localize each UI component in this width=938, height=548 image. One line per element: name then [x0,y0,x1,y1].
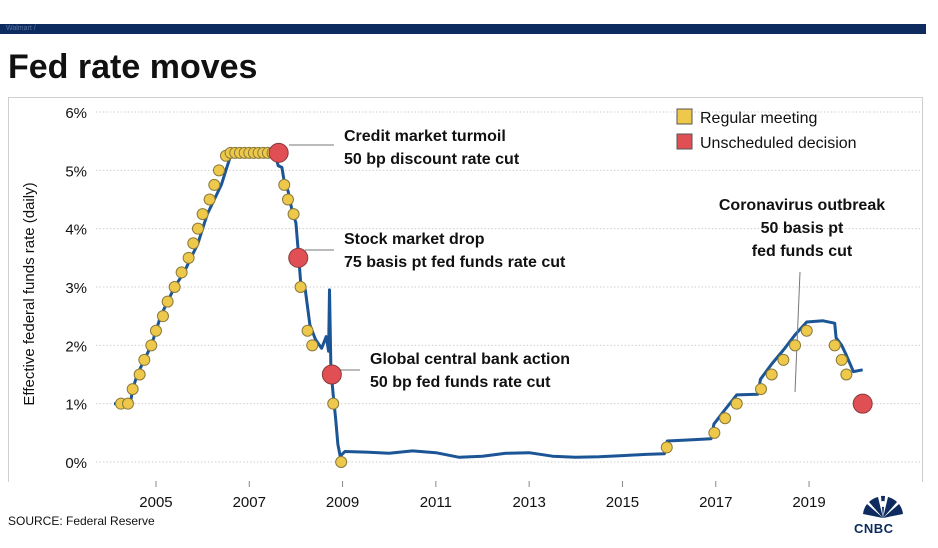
header-bar: Walmart / [0,24,926,34]
annotation-layer: Credit market turmoil 50 bp discount rate… [289,128,885,393]
legend: Regular meeting Unscheduled decision [676,108,857,152]
y-tick-label: 6% [65,105,87,122]
legend-swatch-unscheduled [676,133,693,150]
regular-meeting-point [719,412,732,425]
x-tick-label: 2009 [326,494,359,511]
regular-meeting-point [789,339,802,352]
regular-meeting-point [133,368,146,381]
annotation-text: 75 basis pt fed funds rate cut [344,254,566,271]
legend-label-unscheduled: Unscheduled decision [700,135,857,152]
regular-meeting-point [168,281,181,293]
regular-meeting-point [327,397,340,410]
y-tick-label: 4% [65,222,87,239]
regular-meeting-point [212,164,225,177]
x-tick-label: 2007 [233,494,266,511]
y-axis-title: Effective federal funds rate (daily) [21,182,38,405]
regular-meeting-point [835,353,848,366]
regular-meeting-point [335,456,348,468]
regular-meeting-point [145,339,158,352]
axis-layer: 0% 1% 2% 3% 4% 5% 6% 2005 2007 2009 2011 2013 2015 20… [21,105,826,511]
unscheduled-decision-point [288,247,309,268]
regular-meeting-point [306,339,319,352]
regular-meeting-point [196,208,209,221]
point-layer [114,142,873,468]
regular-meeting-point [121,397,134,410]
annotation-text: 50 bp fed funds rate cut [370,374,551,391]
chart-frame [8,97,923,482]
regular-meeting-point [126,383,139,396]
annotation-text: 50 bp discount rate cut [344,151,520,168]
regular-meeting-point [281,193,294,206]
page-title: Fed rate moves [8,48,258,86]
regular-meeting-point [708,426,721,439]
regular-meeting-point [828,339,841,352]
regular-meeting-point [203,193,216,206]
annotation-text: Credit market turmoil [344,128,506,145]
source-note: SOURCE: Federal Reserve [8,514,155,528]
x-tick-label: 2013 [512,494,545,511]
regular-meeting-point [156,310,169,323]
header-bar-text: Walmart / [6,25,36,32]
regular-meeting-point [754,383,767,396]
regular-meeting-point [287,208,300,221]
nbc-peacock-logo [863,495,903,518]
x-tick-label: 2011 [420,494,452,511]
regular-meeting-point [138,353,151,366]
y-tick-label: 3% [65,280,87,297]
x-tick-label: 2015 [606,494,639,511]
regular-meeting-point [187,237,200,250]
regular-meeting-point [208,178,221,191]
x-tick-label: 2005 [139,494,172,511]
regular-meeting-point [278,178,291,191]
y-tick-label: 1% [65,397,87,414]
regular-meeting-point [161,295,174,308]
legend-label-regular: Regular meeting [700,110,817,127]
y-tick-label: 2% [65,338,87,355]
annotation-text: 50 basis pt [761,220,844,237]
regular-meeting-point [730,397,743,410]
annotation-text: Coronavirus outbreak [719,197,885,214]
annotation-text: Stock market drop [344,231,485,248]
regular-meeting-point [175,266,188,279]
regular-meeting-point [765,368,778,381]
unscheduled-decision-point [268,142,289,163]
legend-swatch-regular [676,108,693,125]
grid-layer [96,111,921,463]
regular-meeting-point [840,368,853,381]
regular-meeting-point [301,324,314,337]
unscheduled-decision-point [852,393,873,414]
regular-meeting-point [149,324,162,337]
unscheduled-decision-point [321,364,342,385]
annotation-leader [794,271,801,393]
x-tick-label: 2017 [699,494,732,511]
y-tick-label: 0% [65,455,87,472]
cnbc-logo-text: CNBC [854,521,894,536]
y-tick-label: 5% [65,163,87,180]
regular-meeting-point [182,251,195,264]
regular-meeting-point [294,281,307,293]
x-tick-label: 2019 [792,494,825,511]
regular-meeting-point [191,222,204,235]
annotation-text: Global central bank action [370,351,570,368]
annotation-text: fed funds cut [752,243,853,260]
regular-meeting-point [800,324,813,337]
regular-meeting-point [660,441,673,454]
regular-meeting-point [777,353,790,366]
